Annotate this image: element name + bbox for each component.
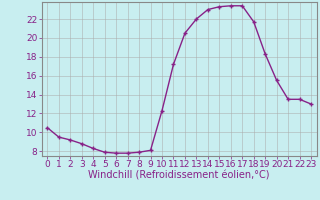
X-axis label: Windchill (Refroidissement éolien,°C): Windchill (Refroidissement éolien,°C): [88, 171, 270, 181]
